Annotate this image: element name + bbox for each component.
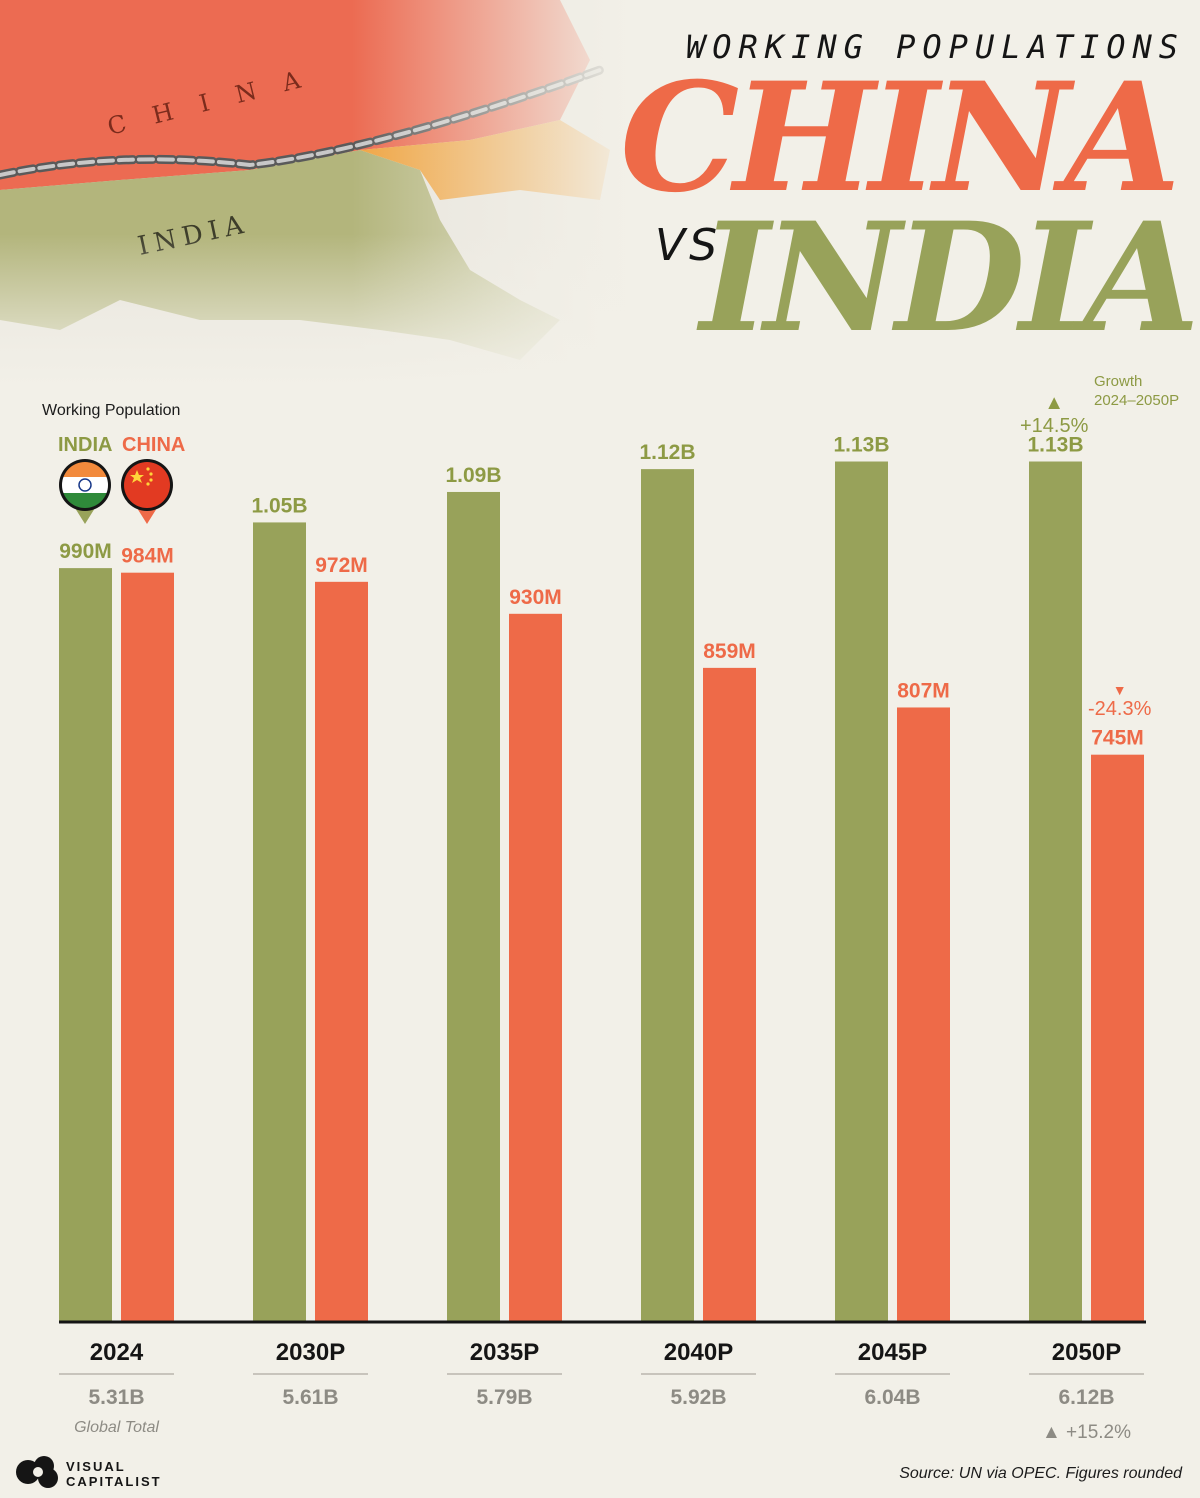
india-growth-value: +14.5% bbox=[1020, 415, 1089, 437]
india-value-label: 1.05B bbox=[251, 494, 307, 517]
india-bar bbox=[447, 491, 500, 1323]
global-total-value: 6.04B bbox=[864, 1386, 920, 1409]
brand-name: VISUAL CAPITALIST bbox=[66, 1459, 162, 1489]
legend-china-label: CHINA bbox=[122, 434, 186, 456]
legend-title: Working Population bbox=[42, 402, 181, 419]
global-total-value: 5.61B bbox=[282, 1386, 338, 1409]
year-tick-label: 2050P bbox=[1052, 1339, 1121, 1366]
global-total-change: ▲ +15.2% bbox=[1042, 1422, 1131, 1443]
title-subtitle: WORKING POPULATIONS bbox=[686, 28, 1186, 66]
brand-logo-icon bbox=[14, 1452, 62, 1496]
global-total-label: Global Total bbox=[74, 1419, 159, 1436]
title-india: INDIA bbox=[700, 190, 1200, 366]
china-value-label: 807M bbox=[897, 679, 950, 702]
china-flag-icon bbox=[120, 458, 174, 532]
china-bar bbox=[897, 707, 950, 1322]
china-growth: ▼ -24.3% bbox=[1088, 682, 1151, 721]
growth-label: Growth 2024–2050P bbox=[1094, 373, 1180, 409]
source-note: Source: UN via OPEC. Figures rounded bbox=[899, 1465, 1182, 1482]
india-bar bbox=[835, 461, 888, 1322]
year-tick-label: 2040P bbox=[664, 1339, 733, 1366]
china-value-label: 745M bbox=[1091, 727, 1144, 750]
title-vs: VS bbox=[655, 220, 722, 271]
up-triangle-icon: ▲ bbox=[1044, 392, 1065, 414]
china-growth-value: -24.3% bbox=[1088, 698, 1152, 720]
legend-india-label: INDIA bbox=[58, 434, 113, 456]
india-value-label: 1.13B bbox=[1027, 434, 1083, 457]
down-triangle-icon: ▼ bbox=[1112, 682, 1127, 698]
india-value-label: 1.09B bbox=[445, 464, 501, 487]
china-bar bbox=[1091, 754, 1144, 1322]
china-value-label: 984M bbox=[121, 545, 174, 568]
india-bar bbox=[1029, 461, 1082, 1322]
china-bar bbox=[509, 613, 562, 1322]
india-value-label: 1.13B bbox=[833, 434, 889, 457]
year-tick-label: 2035P bbox=[470, 1339, 539, 1366]
china-value-label: 930M bbox=[509, 586, 562, 609]
india-value-label: 1.12B bbox=[639, 441, 695, 464]
global-total-value: 5.92B bbox=[670, 1386, 726, 1409]
india-value-label: 990M bbox=[59, 540, 112, 563]
china-bar bbox=[121, 572, 174, 1322]
title-china: CHINA bbox=[620, 50, 1181, 226]
year-tick-label: 2030P bbox=[276, 1339, 345, 1366]
india-bar bbox=[641, 469, 694, 1322]
map-illustration: INDIA C H I N A bbox=[0, 0, 640, 390]
india-bar bbox=[253, 522, 306, 1322]
china-bar bbox=[315, 581, 368, 1322]
year-tick-label: 2024 bbox=[90, 1339, 144, 1366]
china-value-label: 972M bbox=[315, 554, 368, 577]
year-tick-label: 2045P bbox=[858, 1339, 927, 1366]
india-growth: ▲ +14.5% bbox=[1020, 392, 1088, 438]
india-flag-icon bbox=[58, 458, 112, 532]
china-value-label: 859M bbox=[703, 640, 756, 663]
india-bar bbox=[59, 568, 112, 1322]
global-total-value: 6.12B bbox=[1058, 1386, 1114, 1409]
china-bar bbox=[703, 667, 756, 1322]
global-total-value: 5.31B bbox=[88, 1386, 144, 1409]
global-total-value: 5.79B bbox=[476, 1386, 532, 1409]
